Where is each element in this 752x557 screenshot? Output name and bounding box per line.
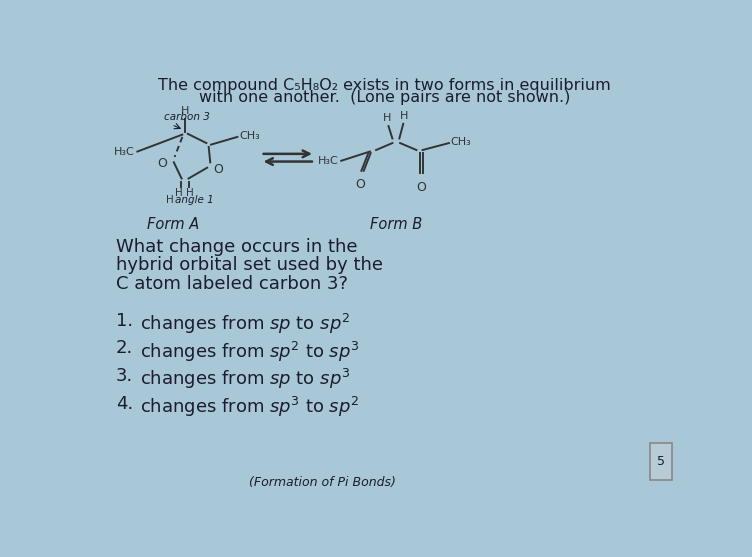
Text: changes from $\mathit{sp}^3$ to $\mathit{sp}^2$: changes from $\mathit{sp}^3$ to $\mathit… (141, 395, 360, 419)
Text: 3.: 3. (116, 367, 133, 385)
Text: changes from $\mathit{sp}$ to $\mathit{sp}^3$: changes from $\mathit{sp}$ to $\mathit{s… (141, 367, 350, 391)
Text: 4.: 4. (116, 395, 133, 413)
Text: 1.: 1. (116, 312, 133, 330)
Text: The compound C₅H₈O₂ exists in two forms in equilibrium: The compound C₅H₈O₂ exists in two forms … (158, 77, 611, 92)
Text: H: H (400, 111, 408, 121)
Text: What change occurs in the: What change occurs in the (116, 238, 357, 256)
Text: O: O (416, 181, 426, 194)
Text: 2.: 2. (116, 339, 133, 358)
Text: carbon 3: carbon 3 (164, 111, 210, 121)
Text: H₃C: H₃C (318, 156, 339, 166)
Text: Form A: Form A (147, 217, 199, 232)
Text: 5: 5 (657, 455, 666, 467)
Text: H: H (166, 194, 174, 204)
Text: hybrid orbital set used by the: hybrid orbital set used by the (116, 256, 383, 274)
Text: H: H (175, 188, 183, 198)
Text: O: O (214, 163, 223, 176)
FancyBboxPatch shape (650, 443, 672, 480)
Text: changes from $\mathit{sp}$ to $\mathit{sp}^2$: changes from $\mathit{sp}$ to $\mathit{s… (141, 312, 350, 336)
Text: H: H (186, 188, 194, 198)
Text: Form B: Form B (370, 217, 423, 232)
Text: changes from $\mathit{sp}^2$ to $\mathit{sp}^3$: changes from $\mathit{sp}^2$ to $\mathit… (141, 339, 360, 364)
Text: (Formation of Pi Bonds): (Formation of Pi Bonds) (249, 476, 396, 489)
Text: H: H (181, 106, 190, 116)
Text: O: O (158, 157, 168, 169)
Text: O: O (355, 178, 365, 192)
Text: C atom labeled carbon 3?: C atom labeled carbon 3? (116, 275, 347, 293)
Text: CH₃: CH₃ (450, 137, 472, 147)
Text: H₃C: H₃C (114, 146, 135, 157)
Text: H: H (383, 113, 391, 123)
Text: CH₃: CH₃ (239, 131, 259, 141)
Text: with one another.  (Lone pairs are not shown.): with one another. (Lone pairs are not sh… (199, 90, 570, 105)
Text: angle 1: angle 1 (174, 194, 214, 204)
